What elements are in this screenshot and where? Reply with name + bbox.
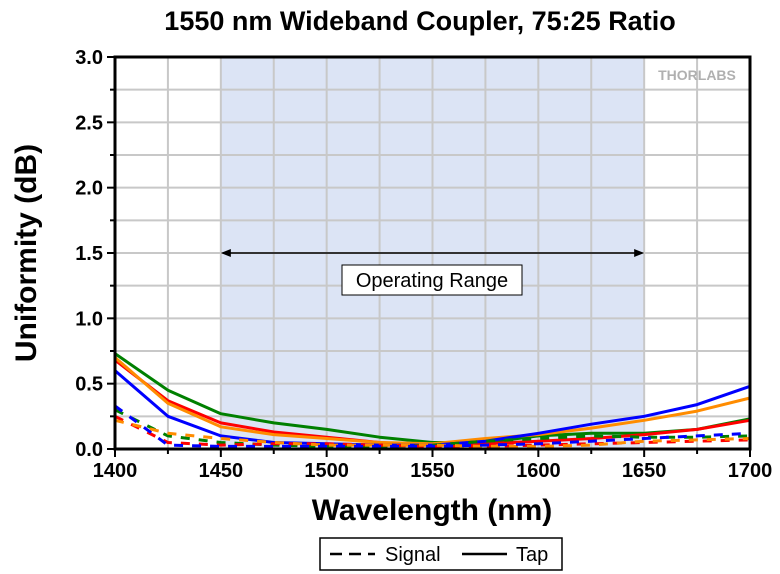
series-line-signal-red xyxy=(114,414,751,448)
y-axis-label: Uniformity (dB) xyxy=(10,144,43,362)
y-tick-label: 1.5 xyxy=(75,243,103,265)
legend-tap: Tap xyxy=(516,544,548,566)
x-tick-label: 1500 xyxy=(304,460,349,482)
x-tick-label: 1700 xyxy=(728,460,773,482)
y-tick-label: 1.0 xyxy=(75,308,103,330)
x-axis-label: Wavelength (nm) xyxy=(312,494,553,527)
x-tick-label: 1550 xyxy=(410,460,455,482)
legend: Signal Tap xyxy=(319,537,563,571)
x-tick-label: 1400 xyxy=(93,460,138,482)
y-tick-label: 2.5 xyxy=(75,112,103,134)
series-line-signal-blue xyxy=(114,404,751,448)
operating-range-label: Operating Range xyxy=(356,270,508,292)
y-tick-label: 0.0 xyxy=(75,439,103,461)
y-tick-label: 0.5 xyxy=(75,374,103,396)
legend-signal: Signal xyxy=(385,544,441,566)
arrow-head-right xyxy=(634,249,645,257)
x-tick-label: 1600 xyxy=(516,460,561,482)
y-tick-label: 2.0 xyxy=(75,178,103,200)
arrow-head-left xyxy=(220,249,231,257)
y-tick-label: 3.0 xyxy=(75,47,103,69)
x-tick-label: 1450 xyxy=(199,460,244,482)
chart-title: 1550 nm Wideband Coupler, 75:25 Ratio xyxy=(164,6,675,36)
x-tick-label: 1650 xyxy=(622,460,667,482)
thorlabs-logo: THORLABS xyxy=(658,67,736,83)
operating-range-label-box xyxy=(341,264,523,296)
